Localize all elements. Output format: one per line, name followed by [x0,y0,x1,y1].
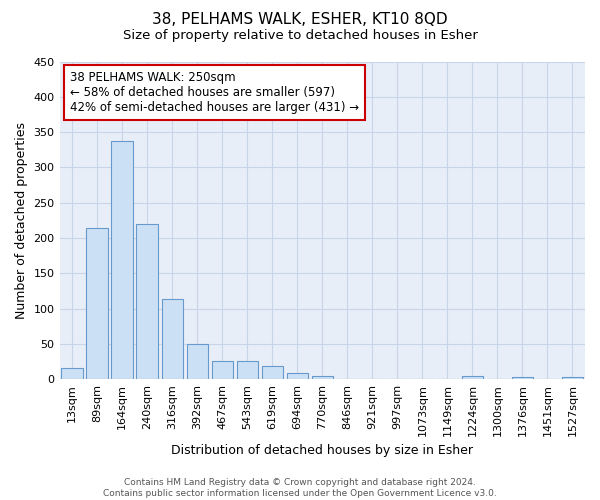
Bar [136,224,158,379]
Bar [161,298,183,379]
Bar [262,366,283,379]
Bar [287,373,308,379]
Text: 38, PELHAMS WALK, ESHER, KT10 8QD: 38, PELHAMS WALK, ESHER, KT10 8QD [152,12,448,28]
Bar [61,368,83,379]
Bar [512,377,533,379]
Y-axis label: Number of detached properties: Number of detached properties [15,122,28,319]
Bar [112,140,133,379]
Text: Contains HM Land Registry data © Crown copyright and database right 2024.
Contai: Contains HM Land Registry data © Crown c… [103,478,497,498]
Bar [462,376,483,379]
Text: Size of property relative to detached houses in Esher: Size of property relative to detached ho… [122,29,478,42]
Bar [187,344,208,379]
Bar [562,377,583,379]
Bar [86,228,108,379]
Bar [236,361,258,379]
Bar [311,376,333,379]
Text: 38 PELHAMS WALK: 250sqm
← 58% of detached houses are smaller (597)
42% of semi-d: 38 PELHAMS WALK: 250sqm ← 58% of detache… [70,71,359,114]
Bar [212,361,233,379]
X-axis label: Distribution of detached houses by size in Esher: Distribution of detached houses by size … [171,444,473,458]
